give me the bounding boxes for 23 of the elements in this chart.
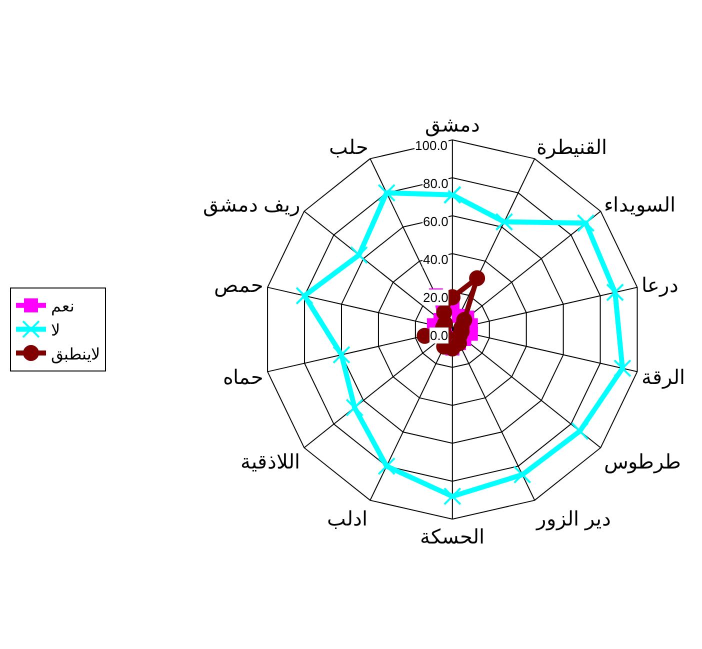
spoke-label: حمص	[214, 275, 264, 298]
spoke-label: حماه	[223, 366, 264, 389]
legend-label: لا	[51, 322, 60, 340]
spoke-label: درعا	[642, 275, 679, 298]
spoke-label: دير الزور	[536, 508, 612, 530]
y-tick-label: 60.0	[423, 214, 448, 229]
spoke-label: الرقة	[642, 366, 686, 389]
y-tick-label: 0.0	[430, 328, 448, 343]
spoke-label: ريف دمشق	[203, 194, 301, 216]
y-tick-label: 40.0	[423, 252, 448, 267]
spoke-label: اللاذقية	[240, 451, 301, 474]
legend-label: لاينطبق	[51, 346, 100, 364]
spoke-label: حلب	[329, 137, 368, 160]
spoke-label: السويداء	[604, 194, 676, 216]
y-tick-label: 20.0	[423, 290, 448, 305]
spoke-label: القنيطرة	[536, 137, 608, 160]
legend-label: نعم	[51, 298, 74, 316]
spoke-label: دمشق	[424, 114, 480, 136]
spoke-label: الحسكة	[420, 526, 485, 549]
spoke-label: ادلب	[327, 508, 368, 530]
y-tick-label: 80.0	[423, 176, 448, 191]
y-tick-label: 100.0	[415, 138, 448, 153]
spoke-label: طرطوس	[604, 451, 682, 474]
